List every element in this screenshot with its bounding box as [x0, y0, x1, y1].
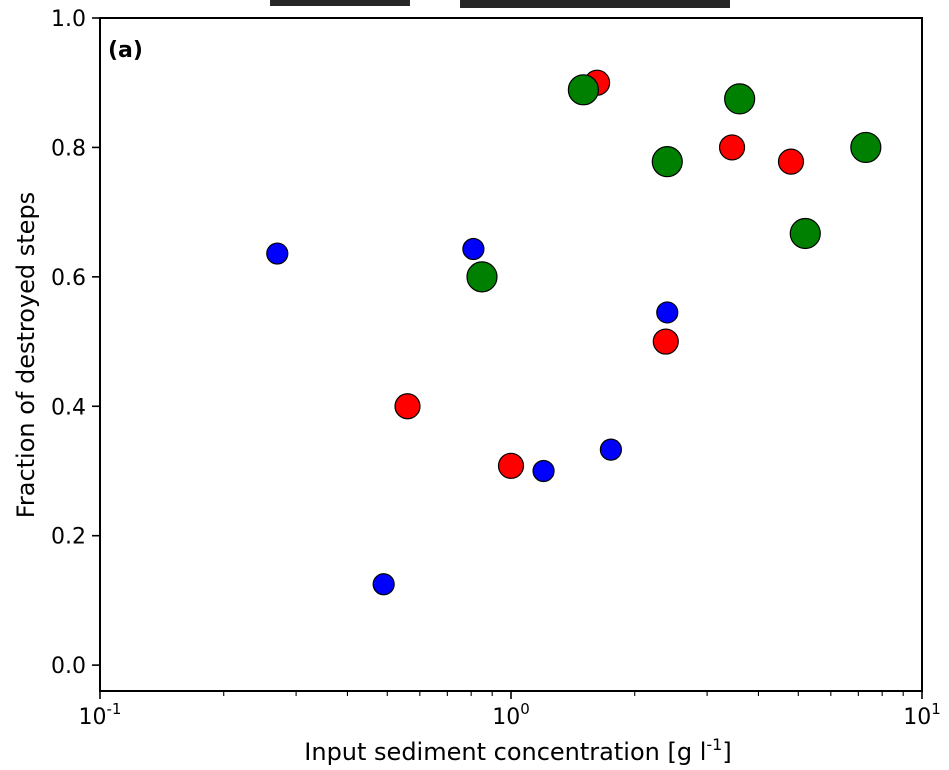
x-tick-base: 10 [903, 705, 931, 730]
x-axis-ticks: 10-1 100 101 [79, 691, 941, 730]
x-tick-label: 101 [903, 700, 941, 730]
scatter-point [497, 452, 525, 479]
scatter-point [724, 83, 756, 115]
panel-label: (a) [108, 38, 143, 63]
scatter-point [651, 146, 683, 178]
y-axis-ticks: 0.0 0.2 0.4 0.6 0.8 1.0 [51, 7, 100, 679]
x-axis-label: Input sediment concentration [g l-1] [304, 735, 731, 766]
y-axis-label: Fraction of destroyed steps [12, 192, 40, 518]
scatter-point [372, 573, 395, 596]
scatter-point [789, 217, 821, 250]
scatter-point [599, 438, 622, 461]
y-tick-label: 0.0 [51, 654, 86, 679]
x-tick-exponent: 1 [931, 700, 941, 718]
scatter-point [567, 74, 599, 106]
x-axis-minor-ticks [223, 691, 904, 696]
y-tick-label: 0.8 [51, 136, 86, 161]
x-tick-label: 10-1 [79, 700, 122, 730]
scatter-point [718, 134, 746, 161]
scatter-point [266, 242, 289, 265]
scatter-point [462, 237, 485, 261]
scatter-point [466, 261, 498, 293]
x-tick-base: 10 [492, 705, 520, 730]
x-axis-label-close: ] [722, 738, 731, 766]
data-points [266, 69, 882, 596]
x-axis-label-main: Input sediment concentration [g l [304, 738, 706, 766]
y-tick-label: 0.2 [51, 525, 86, 550]
y-tick-label: 1.0 [51, 7, 86, 32]
scatter-point [656, 301, 679, 324]
cropped-title [270, 0, 730, 8]
y-tick-label: 0.4 [51, 395, 86, 420]
x-tick-base: 10 [79, 705, 107, 730]
scatter-point [777, 148, 805, 175]
x-tick-exponent: -1 [107, 700, 122, 718]
x-tick-exponent: 0 [520, 700, 530, 718]
scatter-point [532, 459, 555, 483]
y-tick-label: 0.6 [51, 266, 86, 291]
scatter-point [652, 328, 679, 355]
x-axis-label-sup: -1 [706, 735, 722, 754]
scatter-point [394, 393, 421, 420]
scatter-point [850, 131, 882, 164]
plot-area [99, 17, 923, 692]
x-tick-label: 100 [492, 700, 530, 730]
